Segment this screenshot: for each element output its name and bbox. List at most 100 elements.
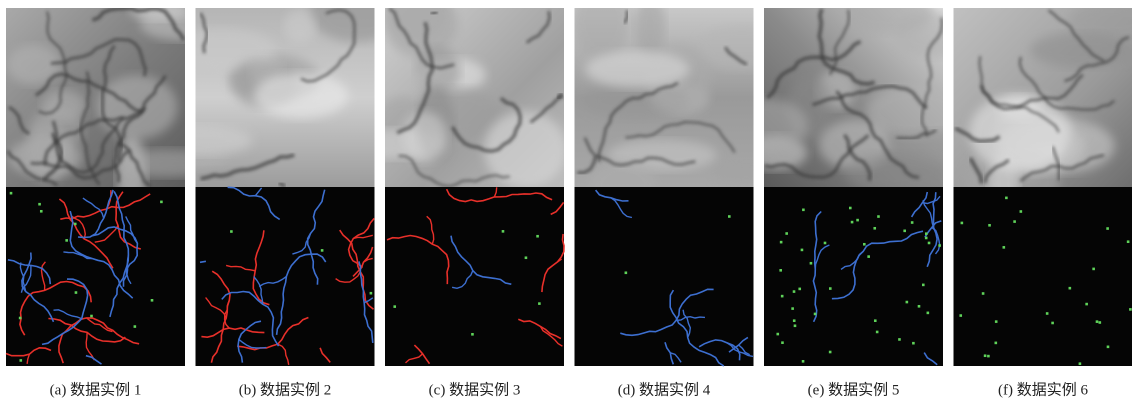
node-dot [785,232,788,235]
terrain-relief [585,51,689,88]
node-dot [19,317,22,320]
node-dot [781,295,784,298]
network-image [954,187,1132,366]
node-dot [995,320,998,323]
node-dot [38,203,41,206]
node-dot [873,227,876,230]
caption: (e) 数据实例 5 [808,381,900,398]
node-dot [321,249,324,252]
node-dot [1013,220,1016,223]
node-dot [1005,197,1008,200]
node-dot [987,355,990,358]
node-dot [370,292,373,295]
node-dot [874,319,877,322]
node-dot [502,230,505,233]
network-image [764,187,943,366]
node-dot [230,230,233,233]
node-dot [1046,312,1049,315]
node-dot [961,222,964,225]
panel: (d) 数据实例 4 [573,0,785,398]
node-dot [876,331,879,334]
node-dot [393,305,396,308]
node-dot [1107,346,1110,349]
node-dot [75,291,78,294]
node-dot [829,351,832,354]
node-dot [925,232,928,235]
node-dot [1092,268,1095,271]
node-dot [801,249,804,252]
node-dot [829,287,832,290]
terrain-relief [96,75,177,139]
node-dot [1003,246,1006,249]
terrain-image [721,0,988,192]
node-dot [1051,322,1054,325]
node-dot [525,256,528,259]
node-dot [1129,308,1132,311]
network-base [385,187,564,366]
panel: (e) 数据实例 5 [721,0,988,398]
node-dot [538,302,541,305]
node-dot [160,201,163,204]
node-dot [728,215,731,218]
node-dot [134,325,137,328]
node-dot [1096,320,1099,323]
node-dot [65,239,68,242]
node-dot [776,333,779,336]
caption: (f) 数据实例 6 [998,381,1088,398]
node-dot [1127,240,1130,243]
node-dot [814,313,817,316]
node-dot [918,305,921,308]
terrain-image [573,0,785,209]
node-dot [810,262,813,265]
page: (a) 数据实例 1 (b) 数据实例 2 (c) 数据实例 3 (d) 数据实例 4… [0,0,1132,405]
node-dot [898,338,901,341]
river-line [200,261,206,262]
node-dot [877,215,880,218]
node-dot [1020,210,1023,213]
node-dot [1069,287,1072,290]
node-dot [849,207,852,210]
node-dot [40,210,43,213]
node-dot [928,242,931,245]
network-image [196,187,375,366]
panel: (a) 数据实例 1 [6,0,223,398]
node-dot [959,314,962,317]
node-dot [794,324,797,327]
node-dot [925,237,928,240]
terrain-relief [844,153,948,193]
network-base [764,187,943,366]
node-dot [779,269,782,272]
node-dot [851,221,854,224]
terrain-relief [283,9,316,43]
node-dot [793,290,796,293]
network-base [196,187,375,366]
panel: (c) 数据实例 3 [341,0,567,398]
node-dot [780,241,783,244]
node-dot [1106,227,1109,230]
caption: (d) 数据实例 4 [618,381,711,398]
node-dot [922,284,925,287]
node-dot [903,230,906,233]
node-dot [471,333,474,336]
node-dot [824,242,827,245]
node-dot [793,319,796,322]
terrain-image [341,0,567,188]
figure: (a) 数据实例 1 (b) 数据实例 2 (c) 数据实例 3 (d) 数据实例 4… [0,0,1132,405]
node-dot [863,243,866,246]
node-dot [10,192,13,195]
node-dot [798,288,801,291]
node-dot [74,223,77,226]
node-dot [802,209,805,212]
node-dot [988,224,991,227]
network-image [385,187,564,366]
caption: (a) 数据实例 1 [50,381,142,398]
network-base [954,187,1132,366]
node-dot [911,221,914,224]
node-dot [984,354,987,357]
node-dot [1085,303,1088,306]
terrain-relief [402,112,447,163]
caption: (b) 数据实例 2 [239,381,332,398]
terrain-valley [431,12,438,14]
caption: (c) 数据实例 3 [429,381,521,398]
node-dot [856,219,859,222]
